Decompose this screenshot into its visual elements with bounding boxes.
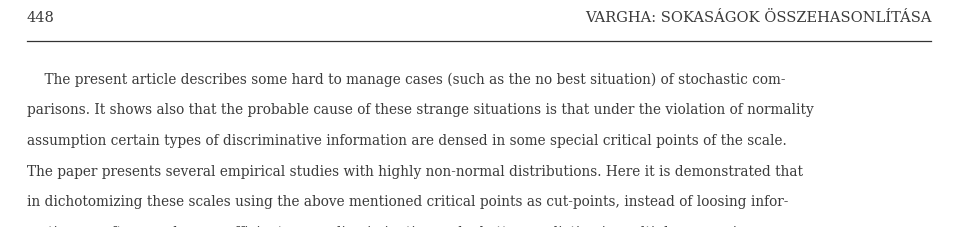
Text: assumption certain types of discriminative information are densed in some specia: assumption certain types of discriminati… <box>27 134 787 148</box>
Text: mation we often reach more efficient group discrimination and a better predictio: mation we often reach more efficient gro… <box>27 226 758 227</box>
Text: in dichotomizing these scales using the above mentioned critical points as cut-p: in dichotomizing these scales using the … <box>27 195 788 209</box>
Text: 448: 448 <box>27 11 55 25</box>
Text: VARGHA: SOKASÁGOK ÖSSZEHASONLÍTÁSA: VARGHA: SOKASÁGOK ÖSSZEHASONLÍTÁSA <box>584 11 931 25</box>
Text: The present article describes some hard to manage cases (such as the no best sit: The present article describes some hard … <box>27 73 786 87</box>
Text: The paper presents several empirical studies with highly non-normal distribution: The paper presents several empirical stu… <box>27 165 803 179</box>
Text: parisons. It shows also that the probable cause of these strange situations is t: parisons. It shows also that the probabl… <box>27 103 813 117</box>
